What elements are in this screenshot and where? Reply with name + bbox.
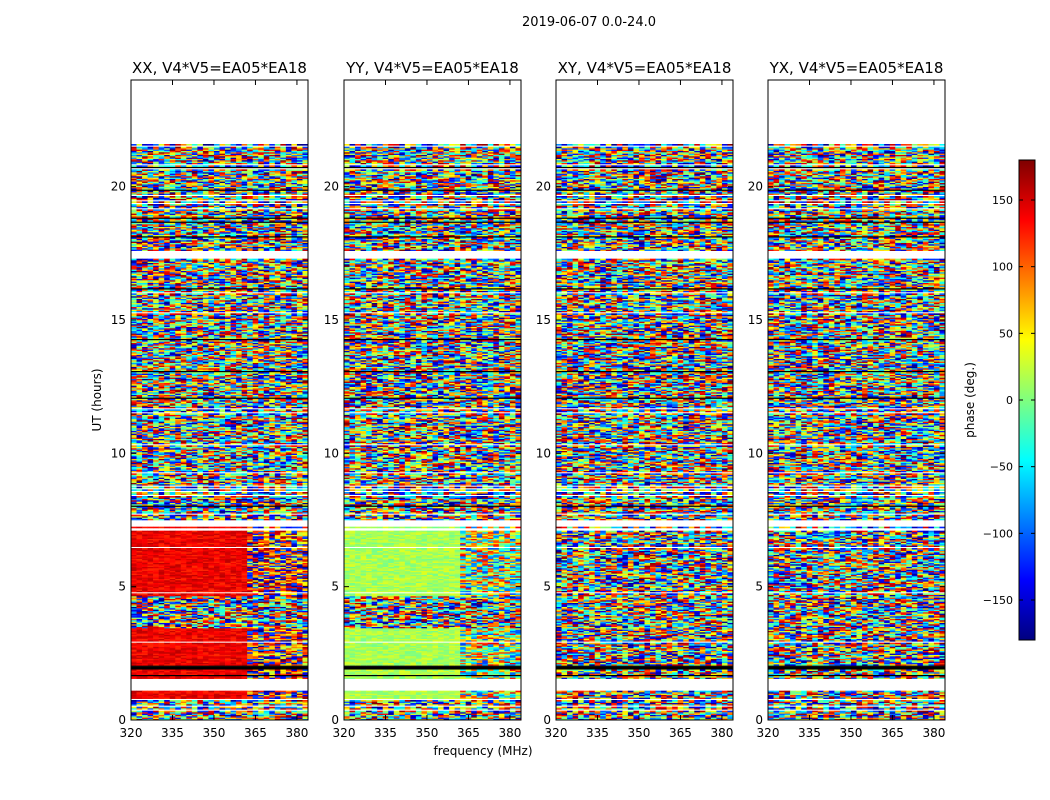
phase-image: [556, 144, 733, 720]
colorbar-tick-label: −150: [983, 594, 1013, 607]
panel-title: XX, V4*V5=EA05*EA18: [132, 59, 307, 77]
y-tick-label: 0: [543, 713, 551, 727]
y-tick-label: 10: [748, 446, 763, 460]
x-tick-label: 365: [457, 726, 480, 740]
colorbar-tick-label: 100: [992, 261, 1013, 274]
colorbar-tick-label: 50: [999, 327, 1013, 340]
x-tick-label: 380: [710, 726, 733, 740]
phase-image: [344, 144, 521, 720]
x-tick-label: 365: [244, 726, 267, 740]
x-tick-label: 320: [545, 726, 568, 740]
y-tick-label: 20: [324, 180, 339, 194]
colorbar-tick-label: 150: [992, 194, 1013, 207]
y-tick-label: 0: [118, 713, 126, 727]
x-tick-label: 380: [922, 726, 945, 740]
y-tick-label: 5: [543, 580, 551, 594]
panel-title: XY, V4*V5=EA05*EA18: [558, 59, 732, 77]
x-tick-label: 350: [416, 726, 439, 740]
x-tick-label: 320: [120, 726, 143, 740]
panel-title: YY, V4*V5=EA05*EA18: [345, 59, 519, 77]
x-axis-label: frequency (MHz): [433, 744, 532, 758]
panels: XX, V4*V5=EA05*EA18 320 335 350 365 380 0 5 10 15…: [111, 59, 946, 740]
x-tick-label: 380: [285, 726, 308, 740]
panel-1: XX, V4*V5=EA05*EA18 320 335 350 365 380 0 5 10 15…: [111, 59, 309, 740]
colorbar-tick-label: −50: [990, 461, 1013, 474]
panel-2: YY, V4*V5=EA05*EA18 320 335 350 365 380 0 5 10 15…: [324, 59, 522, 740]
x-tick-label: 335: [798, 726, 821, 740]
x-tick-label: 335: [586, 726, 609, 740]
x-tick-label: 350: [628, 726, 651, 740]
y-tick-label: 15: [536, 313, 551, 327]
y-tick-label: 5: [331, 580, 339, 594]
x-tick-label: 350: [203, 726, 226, 740]
y-axis-label: UT (hours): [90, 368, 104, 431]
colorbar: −150 −100 −50 0 50 100 150 phase (deg.): [963, 160, 1035, 640]
y-tick-label: 10: [536, 446, 551, 460]
y-tick-label: 0: [331, 713, 339, 727]
y-tick-label: 0: [755, 713, 763, 727]
figure: 2019-06-07 0.0-24.0 XX, V4*V5=EA05*EA18 3…: [0, 0, 1050, 800]
x-tick-label: 350: [840, 726, 863, 740]
colorbar-tick-label: 0: [1006, 394, 1013, 407]
y-tick-label: 20: [748, 180, 763, 194]
y-tick-label: 5: [755, 580, 763, 594]
x-tick-label: 320: [757, 726, 780, 740]
y-tick-label: 15: [748, 313, 763, 327]
phase-image: [768, 144, 945, 720]
y-tick-label: 20: [536, 180, 551, 194]
panel-title: YX, V4*V5=EA05*EA18: [769, 59, 944, 77]
colorbar-label: phase (deg.): [963, 362, 977, 438]
y-tick-label: 10: [111, 446, 126, 460]
suptitle: 2019-06-07 0.0-24.0: [522, 15, 656, 30]
panel-4: YX, V4*V5=EA05*EA18 320 335 350 365 380 0 5 10 15…: [748, 59, 946, 740]
y-tick-label: 15: [324, 313, 339, 327]
x-tick-label: 335: [161, 726, 184, 740]
panel-3: XY, V4*V5=EA05*EA18 320 335 350 365 380 0 5 10 15…: [536, 59, 734, 740]
y-tick-label: 10: [324, 446, 339, 460]
y-tick-label: 15: [111, 313, 126, 327]
colorbar-tick-label: −100: [983, 527, 1013, 540]
y-tick-label: 5: [118, 580, 126, 594]
x-tick-label: 335: [374, 726, 397, 740]
x-tick-label: 380: [498, 726, 521, 740]
phase-image: [131, 144, 308, 720]
x-tick-label: 320: [333, 726, 356, 740]
x-tick-label: 365: [669, 726, 692, 740]
x-tick-label: 365: [881, 726, 904, 740]
y-tick-label: 20: [111, 180, 126, 194]
